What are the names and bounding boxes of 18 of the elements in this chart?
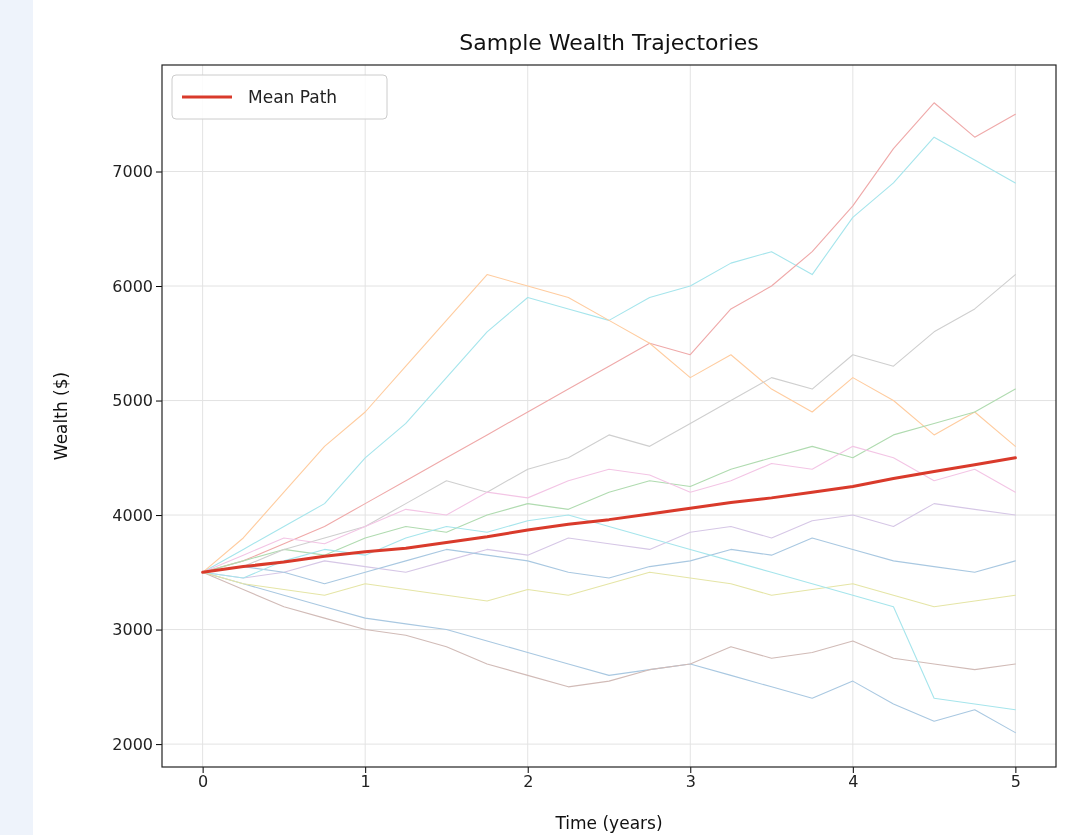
y-tick-label: 5000 [112,391,153,411]
y-tick-label: 4000 [112,505,153,525]
x-tick-label: 5 [1010,772,1021,792]
chart-title: Sample Wealth Trajectories [459,30,759,55]
line-series [202,571,1016,608]
x-tick-label: 3 [685,772,696,792]
x-tick-label: 1 [360,772,371,792]
y-tick-label: 6000 [112,276,153,296]
y-tick-label: 3000 [112,620,153,640]
x-axis-title: Time (years) [554,813,663,833]
x-tick-label: 2 [523,772,534,792]
y-tick-label: 2000 [112,734,153,754]
legend-label: Mean Path [248,87,338,107]
line-series [202,274,1016,573]
x-tick-label: 4 [848,772,859,792]
x-tick-label: 0 [198,772,209,792]
y-tick-label: 7000 [112,162,153,182]
y-axis-title: Wealth ($) [51,371,71,461]
